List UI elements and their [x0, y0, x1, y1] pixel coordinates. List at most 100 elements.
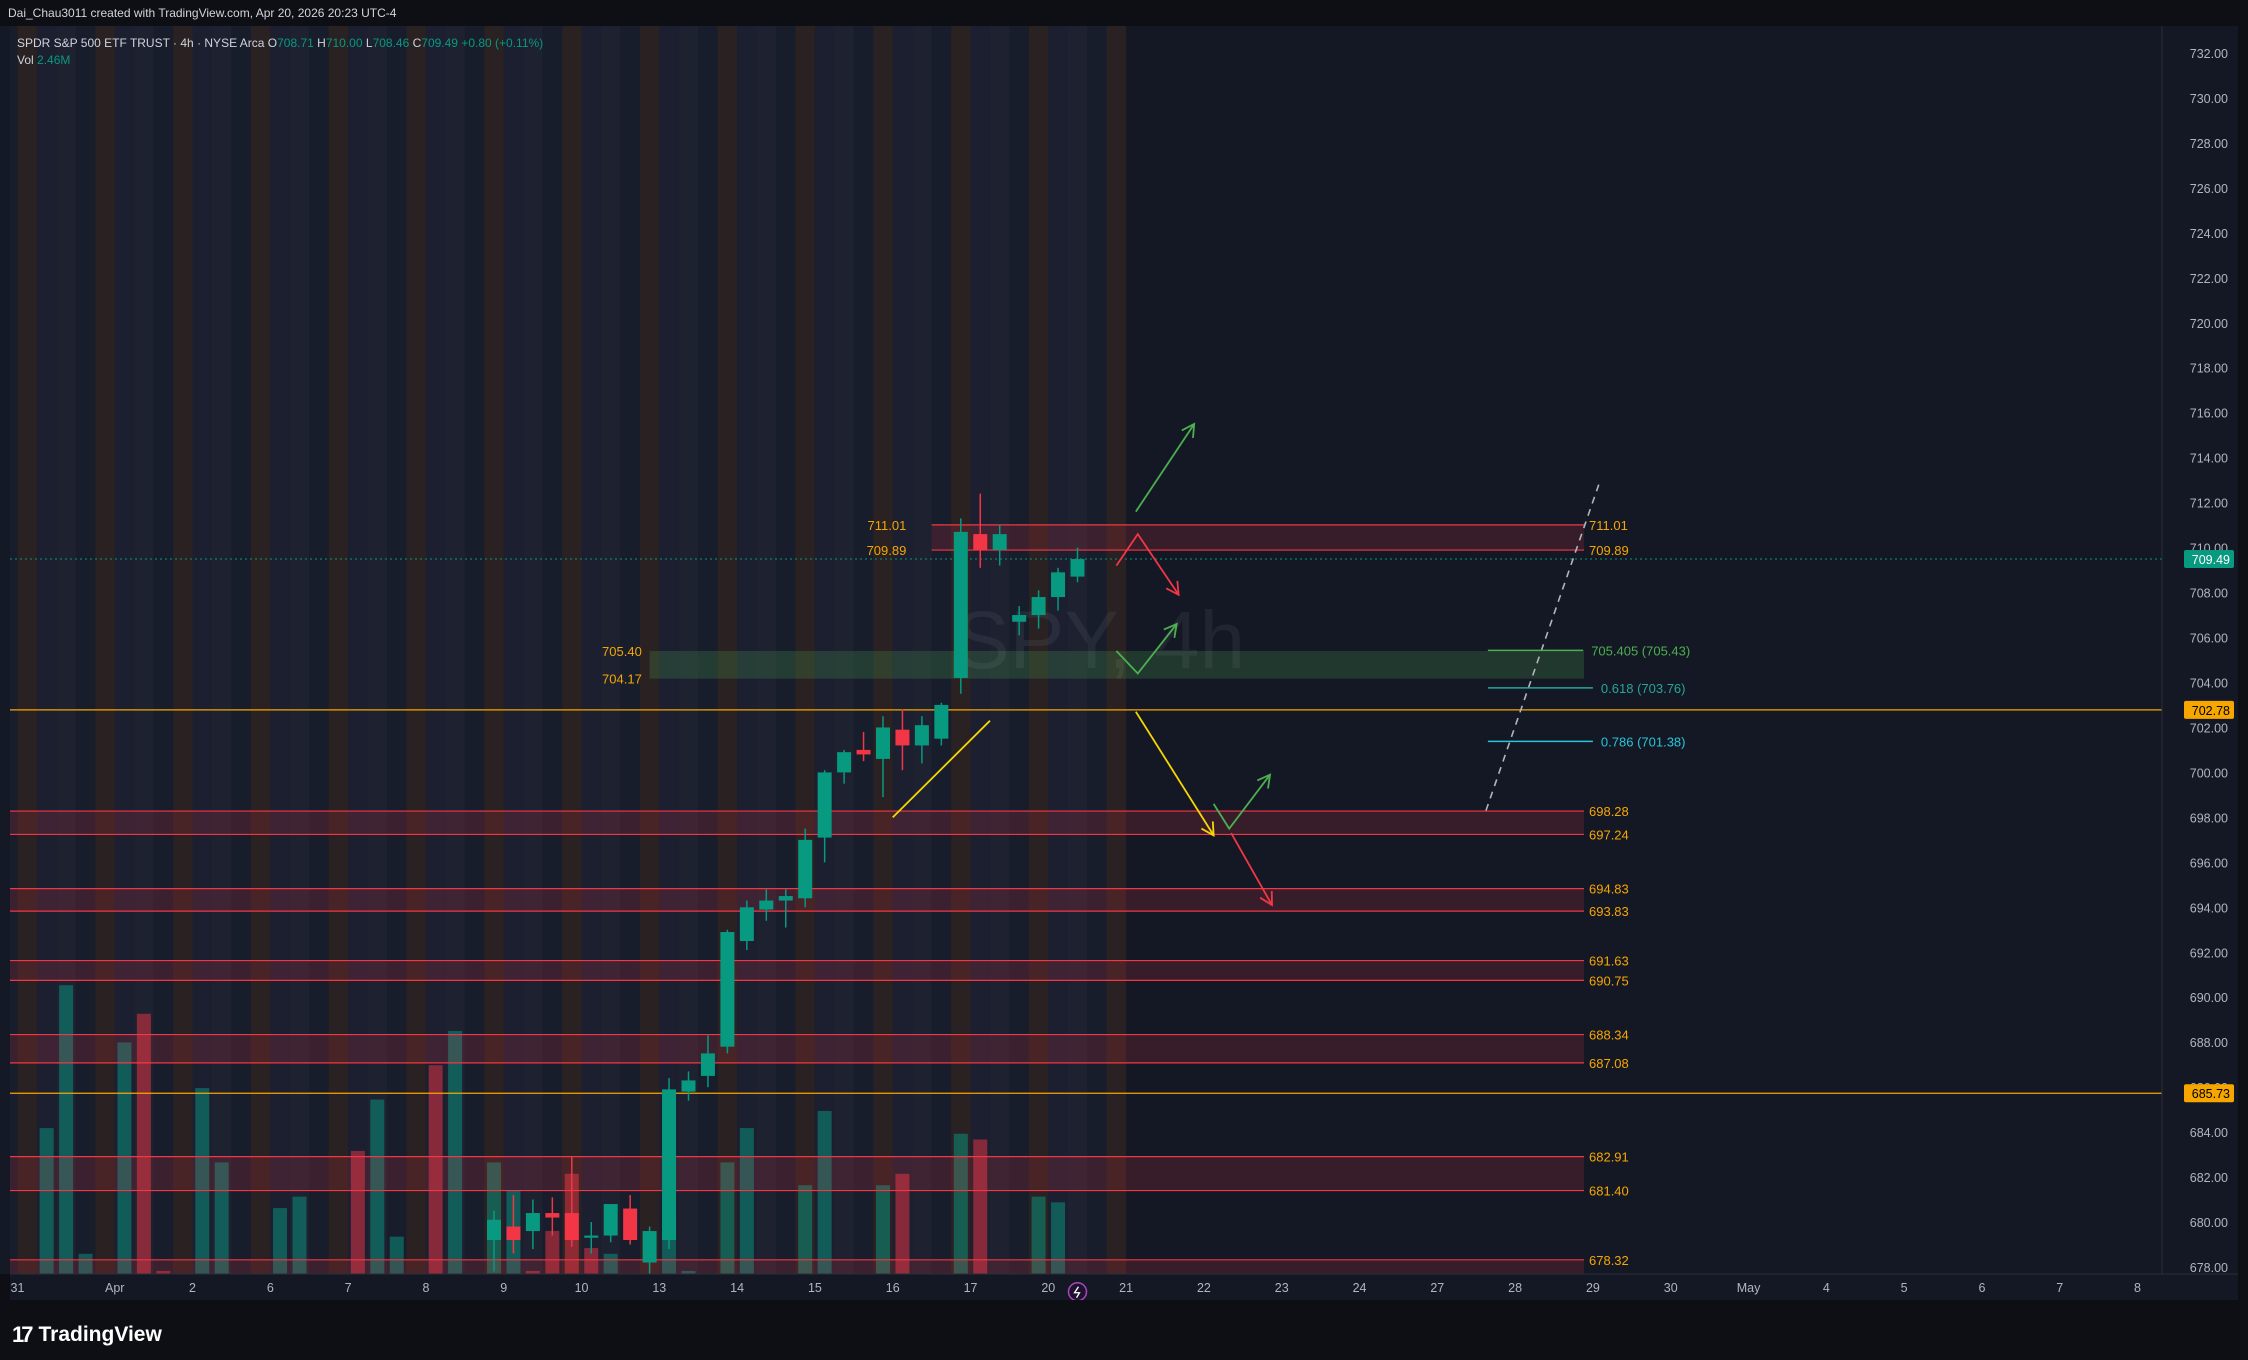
price-tick-label: 682.00 — [2190, 1171, 2228, 1185]
price-axis: 732.00 730.00 728.00 726.00 724.00 722.00 720.… — [2161, 26, 2238, 1300]
resistance-zone — [931, 524, 1584, 551]
time-axis-bg — [10, 1274, 2238, 1300]
candle-body — [934, 704, 949, 739]
arrow-head — [1200, 821, 1215, 837]
volume-bar — [370, 1099, 385, 1300]
candle-body — [584, 1235, 599, 1238]
date-tick-label: 8 — [2134, 1281, 2141, 1295]
session-band — [814, 26, 835, 1274]
date-tick-label: 30 — [1664, 1281, 1678, 1295]
session-band — [620, 26, 640, 1274]
price-axis-bg — [2162, 26, 2238, 1300]
session-band — [17, 26, 37, 1274]
volume-bar — [117, 1042, 132, 1300]
zone-top-label: 678.32 — [1589, 1253, 1629, 1268]
session-band — [250, 26, 271, 1274]
price-tick-label: 694.00 — [2190, 901, 2228, 915]
price-tick-label: 708.00 — [2190, 587, 2228, 601]
price-tick-label: 692.00 — [2190, 946, 2228, 960]
session-band — [581, 26, 601, 1274]
candle-body — [895, 729, 910, 746]
zone-top-label: 688.34 — [1589, 1028, 1629, 1043]
candle-body — [837, 752, 852, 773]
fib-level-label: 0.618 (703.76) — [1601, 681, 1686, 696]
legend-low-label: L — [365, 36, 373, 50]
session-band — [464, 26, 485, 1274]
candle-body — [1012, 615, 1027, 622]
date-tick-label: 13 — [652, 1281, 666, 1295]
level-label: 704.17 — [602, 672, 642, 687]
candle-body — [545, 1213, 560, 1218]
price-tick-label: 714.00 — [2190, 452, 2228, 466]
level-label: 705.40 — [602, 644, 642, 659]
candle-body — [1031, 597, 1046, 616]
volume-bar — [428, 1065, 443, 1300]
candle-body — [876, 727, 890, 759]
projection-arrow — [1115, 623, 1178, 675]
date-tick-label: 28 — [1508, 1281, 1522, 1295]
session-band — [523, 26, 543, 1274]
candle-body — [914, 725, 929, 746]
date-tick-label: 14 — [730, 1281, 744, 1295]
candles — [487, 493, 1085, 1281]
date-tick-label: May — [1737, 1281, 1761, 1295]
session-band — [737, 26, 757, 1274]
candle-body — [1070, 559, 1085, 577]
session-band — [484, 26, 504, 1274]
fib-level-label: 0.786 (701.38) — [1601, 734, 1686, 749]
price-tick-label: 698.00 — [2190, 811, 2228, 825]
arrow-head — [1256, 773, 1272, 789]
level-label: 711.01 — [868, 518, 907, 533]
session-band — [503, 26, 524, 1274]
volume-bar — [59, 985, 74, 1300]
last-price-tag: 709.49 — [2192, 553, 2230, 567]
session-band — [717, 26, 738, 1274]
resistance-zone — [10, 960, 1584, 981]
date-tick-label: 5 — [1901, 1281, 1908, 1295]
price-tick-label: 732.00 — [2190, 47, 2228, 61]
candle-body — [778, 896, 793, 901]
session-band — [387, 26, 407, 1274]
candle-body — [623, 1208, 638, 1241]
session-band — [562, 26, 582, 1274]
price-chart[interactable]: 711.01 709.89 698.28 697.24 694.83 693.83 691.… — [0, 0, 2248, 1300]
lightning-icon — [1067, 1281, 1088, 1300]
price-tick-label: 706.00 — [2190, 632, 2228, 646]
session-band — [289, 26, 310, 1274]
price-tick-label: 720.00 — [2190, 317, 2228, 331]
session-band — [211, 26, 232, 1274]
price-tick-label: 704.00 — [2190, 676, 2228, 690]
zone-top-label: 711.01 — [1589, 518, 1628, 533]
legend-low: 708.46 — [372, 36, 410, 50]
tradingview-brand: TradingView — [38, 1323, 162, 1346]
session-band — [0, 26, 18, 1274]
candle-body — [662, 1089, 677, 1241]
legend-close-label: C — [412, 36, 422, 50]
date-tick-label: 17 — [964, 1281, 978, 1295]
volume-bar — [876, 1185, 890, 1300]
volume-bar — [195, 1088, 210, 1300]
volume-bar — [214, 1162, 229, 1300]
legend-symbol: SPDR S&P 500 ETF TRUST · 4h · NYSE Arca — [17, 36, 265, 50]
date-tick-label: 10 — [575, 1281, 589, 1295]
candle-body — [817, 772, 832, 838]
arrow-head — [1165, 580, 1180, 597]
session-band — [542, 26, 563, 1274]
price-tick-label: 678.00 — [2190, 1261, 2228, 1275]
date-tick-label: 7 — [2056, 1281, 2063, 1295]
tradingview-logo[interactable]: 17 TradingView — [12, 1322, 162, 1348]
date-tick-label: 29 — [1586, 1281, 1600, 1295]
legend-change: +0.80 (+0.11%) — [461, 36, 544, 50]
resistance-zone — [10, 1034, 1584, 1063]
zone-bottom-label: 681.40 — [1589, 1184, 1629, 1199]
legend-open: 708.71 — [277, 36, 314, 50]
zone-top-label: 698.28 — [1589, 804, 1629, 819]
session-band — [795, 26, 815, 1274]
date-tick-label: 16 — [886, 1281, 900, 1295]
session-band — [873, 26, 893, 1274]
trend-line — [892, 720, 991, 819]
date-tick-label: 27 — [1430, 1281, 1444, 1295]
candle-body — [739, 907, 754, 942]
price-tick-label: 702.00 — [2190, 721, 2228, 735]
session-band — [1067, 26, 1088, 1274]
